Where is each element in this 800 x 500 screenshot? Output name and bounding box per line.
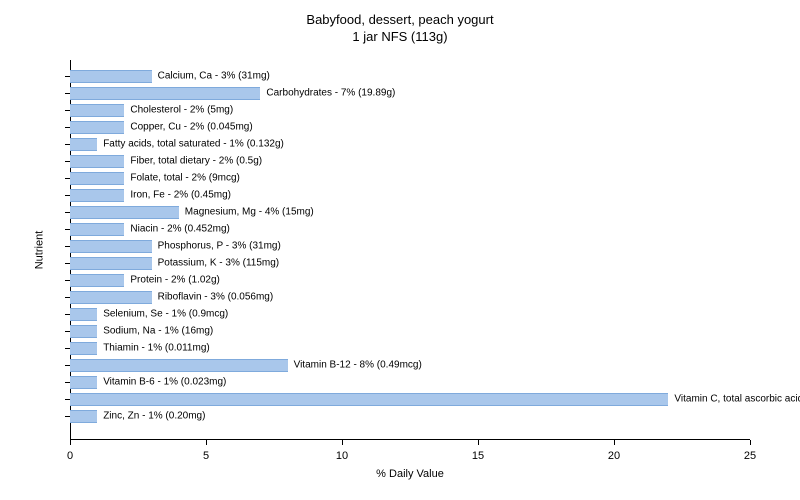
bar-row: Calcium, Ca - 3% (31mg) [70, 70, 750, 81]
bar-row: Niacin - 2% (0.452mg) [70, 223, 750, 234]
bar-label: Copper, Cu - 2% (0.045mg) [124, 121, 252, 132]
bar [70, 206, 179, 219]
x-tick-label: 0 [67, 450, 73, 462]
x-tick [70, 440, 71, 445]
bar-label: Niacin - 2% (0.452mg) [124, 223, 229, 234]
bar-label: Carbohydrates - 7% (19.89g) [260, 87, 395, 98]
bar [70, 274, 124, 287]
y-axis-label: Nutrient [33, 231, 45, 270]
x-tick-label: 5 [203, 450, 209, 462]
bar [70, 342, 97, 355]
bar [70, 87, 260, 100]
bar-row: Vitamin B-12 - 8% (0.49mcg) [70, 359, 750, 370]
bar-row: Cholesterol - 2% (5mg) [70, 104, 750, 115]
bar-row: Vitamin C, total ascorbic acid - 22% (13… [70, 393, 750, 404]
bar-label: Fiber, total dietary - 2% (0.5g) [124, 155, 262, 166]
bar-row: Carbohydrates - 7% (19.89g) [70, 87, 750, 98]
bar-row: Protein - 2% (1.02g) [70, 274, 750, 285]
bar-label: Phosphorus, P - 3% (31mg) [152, 240, 281, 251]
title-line-1: Babyfood, dessert, peach yogurt [0, 12, 800, 29]
x-tick-label: 15 [472, 450, 484, 462]
bar-row: Selenium, Se - 1% (0.9mcg) [70, 308, 750, 319]
bar-label: Protein - 2% (1.02g) [124, 274, 220, 285]
bar [70, 223, 124, 236]
x-tick [478, 440, 479, 445]
bar-row: Phosphorus, P - 3% (31mg) [70, 240, 750, 251]
bar-row: Thiamin - 1% (0.011mg) [70, 342, 750, 353]
bar-row: Zinc, Zn - 1% (0.20mg) [70, 410, 750, 421]
bar [70, 393, 668, 406]
bar-label: Calcium, Ca - 3% (31mg) [152, 70, 270, 81]
bar-label: Folate, total - 2% (9mcg) [124, 172, 239, 183]
x-tick-label: 10 [336, 450, 348, 462]
bar-row: Vitamin B-6 - 1% (0.023mg) [70, 376, 750, 387]
bar-row: Fatty acids, total saturated - 1% (0.132… [70, 138, 750, 149]
bar-label: Potassium, K - 3% (115mg) [152, 257, 280, 268]
bar [70, 70, 152, 83]
bar-label: Vitamin B-6 - 1% (0.023mg) [97, 376, 226, 387]
bar-label: Vitamin C, total ascorbic acid - 22% (13… [668, 393, 800, 404]
bar [70, 325, 97, 338]
bar-row: Potassium, K - 3% (115mg) [70, 257, 750, 268]
bar-row: Sodium, Na - 1% (16mg) [70, 325, 750, 336]
chart-title: Babyfood, dessert, peach yogurt 1 jar NF… [0, 0, 800, 46]
x-tick [342, 440, 343, 445]
bar [70, 308, 97, 321]
bar-label: Zinc, Zn - 1% (0.20mg) [97, 410, 205, 421]
bar [70, 291, 152, 304]
bar-label: Iron, Fe - 2% (0.45mg) [124, 189, 231, 200]
bar [70, 155, 124, 168]
chart-container: Babyfood, dessert, peach yogurt 1 jar NF… [0, 0, 800, 500]
bar [70, 121, 124, 134]
bar-row: Iron, Fe - 2% (0.45mg) [70, 189, 750, 200]
bar [70, 240, 152, 253]
bar [70, 410, 97, 423]
bar-row: Copper, Cu - 2% (0.045mg) [70, 121, 750, 132]
bar-label: Vitamin B-12 - 8% (0.49mcg) [288, 359, 422, 370]
bar [70, 104, 124, 117]
x-axis-line [70, 439, 750, 440]
bar-row: Folate, total - 2% (9mcg) [70, 172, 750, 183]
x-axis-label: % Daily Value [376, 468, 444, 480]
bar [70, 257, 152, 270]
bar-label: Sodium, Na - 1% (16mg) [97, 325, 213, 336]
x-tick [614, 440, 615, 445]
bar-label: Selenium, Se - 1% (0.9mcg) [97, 308, 228, 319]
bar-row: Riboflavin - 3% (0.056mg) [70, 291, 750, 302]
bar-label: Cholesterol - 2% (5mg) [124, 104, 233, 115]
x-tick-label: 20 [608, 450, 620, 462]
x-tick [206, 440, 207, 445]
bar [70, 376, 97, 389]
bar-row: Magnesium, Mg - 4% (15mg) [70, 206, 750, 217]
bar-label: Fatty acids, total saturated - 1% (0.132… [97, 138, 284, 149]
bar-label: Magnesium, Mg - 4% (15mg) [179, 206, 314, 217]
x-tick [750, 440, 751, 445]
bar-row: Fiber, total dietary - 2% (0.5g) [70, 155, 750, 166]
plot-area: Nutrient % Daily Value 0510152025Calcium… [70, 60, 750, 440]
bar-label: Riboflavin - 3% (0.056mg) [152, 291, 274, 302]
bar-label: Thiamin - 1% (0.011mg) [97, 342, 210, 353]
bar [70, 359, 288, 372]
bar [70, 189, 124, 202]
bar [70, 172, 124, 185]
x-tick-label: 25 [744, 450, 756, 462]
title-line-2: 1 jar NFS (113g) [0, 29, 800, 46]
bar [70, 138, 97, 151]
